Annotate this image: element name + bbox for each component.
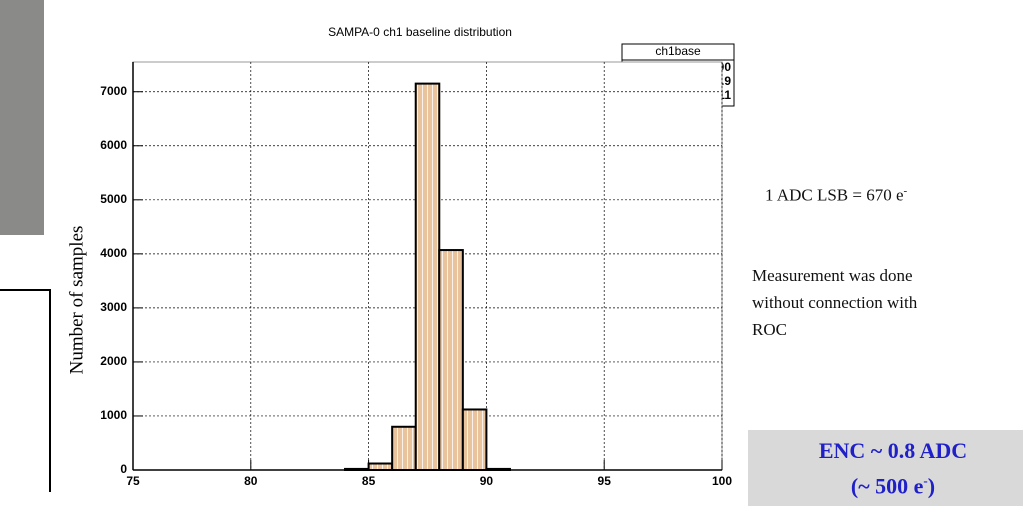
chart: SAMPA-0 ch1 baseline distribution Number… [0,0,735,492]
x-tick-label: 80 [244,474,258,488]
x-tick-label: 95 [598,474,612,488]
y-tick-label: 0 [120,462,127,476]
photo-strip [0,0,44,235]
enc-sup: - [923,473,928,488]
bar [461,408,488,471]
x-tick-label: 85 [362,474,376,488]
enc-close: ) [927,473,936,499]
enc-line: ENC ~ 0.8 ADC [818,438,968,463]
bar [391,425,417,472]
y-tick-label: 3000 [100,300,127,314]
y-tick-label: 4000 [100,246,127,260]
chart-title: SAMPA-0 ch1 baseline distribution [328,25,512,39]
note-line: without connection with [752,293,918,312]
x-tick-label: 75 [126,474,140,488]
y-tick-label: 7000 [100,84,127,98]
y-tick-label: 1000 [100,408,127,422]
measurement-note: Measurement was done without connection … [752,262,917,343]
x-tick-label: 90 [480,474,494,488]
y-tick-label: 2000 [100,354,127,368]
y-tick-label: 5000 [100,192,127,206]
note-line: Measurement was done [752,266,913,285]
lsb-note: 1 ADC LSB = 670 e- [765,178,907,209]
bar [414,82,441,471]
enc-sub: (~ 500 e [850,473,924,499]
stats-name: ch1base [655,44,701,58]
side-box [0,289,51,492]
x-tick-label: 100 [712,474,732,488]
lsb-text: 1 ADC LSB = 670 e [765,185,904,205]
y-tick-label: 6000 [100,138,127,152]
note-line: ROC [752,320,787,339]
bar [367,462,394,471]
bar [438,249,464,471]
enc-box: ENC ~ 0.8 ADC (~ 500 e-) [748,430,1023,506]
y-axis-label: Number of samples [66,226,87,375]
lsb-sup: - [903,185,908,197]
enc-line2: (~ 500 e-) [748,466,1023,501]
